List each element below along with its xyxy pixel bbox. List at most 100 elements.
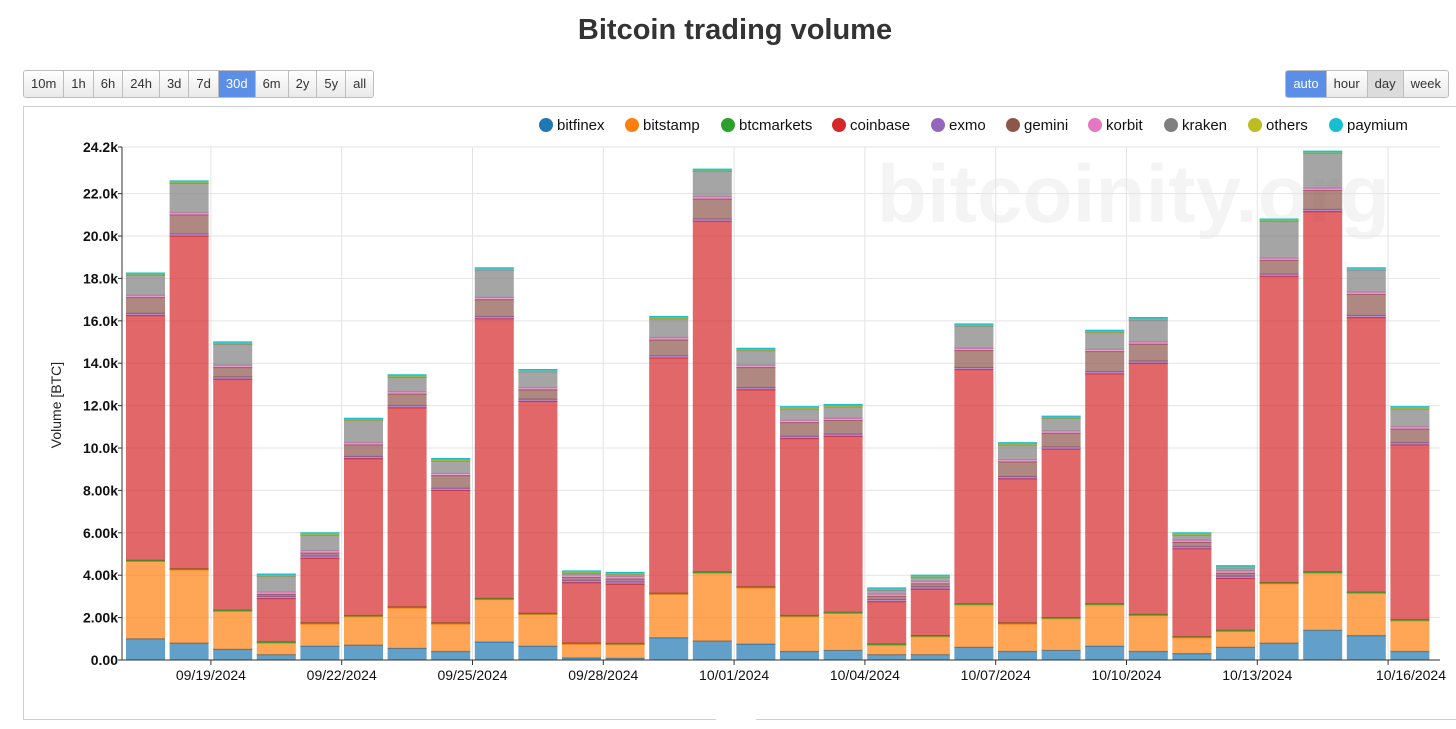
bar-segment-gemini[interactable] — [1390, 428, 1430, 443]
bar-segment-paymium[interactable] — [823, 404, 863, 407]
bar-segment-bitstamp[interactable] — [518, 614, 558, 647]
bar-segment-kraken[interactable] — [213, 344, 253, 366]
bar-segment-bitfinex[interactable] — [649, 637, 689, 660]
bar-segment-korbit[interactable] — [1085, 349, 1125, 352]
bar-segment-gemini[interactable] — [562, 577, 601, 581]
bar-segment-paymium[interactable] — [910, 575, 950, 577]
bar-segment-gemini[interactable] — [1259, 260, 1299, 275]
bar-segment-exmo[interactable] — [910, 586, 950, 589]
bar-segment-korbit[interactable] — [1303, 188, 1343, 191]
bar-segment-gemini[interactable] — [954, 350, 994, 368]
bar-segment-bitfinex[interactable] — [518, 646, 558, 660]
bar-segment-bitstamp[interactable] — [1216, 631, 1255, 648]
bar-segment-bitfinex[interactable] — [344, 645, 383, 660]
bar-segment-bitstamp[interactable] — [910, 636, 950, 655]
bar-segment-korbit[interactable] — [474, 297, 514, 300]
bar-segment-paymium[interactable] — [1128, 317, 1168, 320]
bar-segment-kraken[interactable] — [736, 350, 776, 366]
bar-segment-coinbase[interactable] — [562, 582, 601, 644]
bar-segment-bitfinex[interactable] — [780, 651, 819, 660]
bar-segment-bitfinex[interactable] — [823, 650, 863, 660]
bar-segment-coinbase[interactable] — [344, 458, 383, 616]
bar-segment-coinbase[interactable] — [1128, 363, 1168, 615]
bar-segment-paymium[interactable] — [256, 574, 296, 576]
bar-segment-bitstamp[interactable] — [1128, 615, 1168, 652]
bar-segment-bitstamp[interactable] — [867, 645, 907, 655]
bar-segment-coinbase[interactable] — [387, 407, 427, 608]
bar-segment-bitfinex[interactable] — [562, 657, 601, 660]
bar-segment-paymium[interactable] — [431, 458, 471, 461]
bar-segment-korbit[interactable] — [1390, 426, 1430, 429]
range-10m-button[interactable]: 10m — [24, 71, 65, 97]
bar-segment-gemini[interactable] — [387, 393, 427, 406]
bar-segment-kraken[interactable] — [1085, 332, 1125, 350]
bar-segment-exmo[interactable] — [344, 456, 383, 459]
bar-segment-bitfinex[interactable] — [1128, 651, 1168, 660]
bar-segment-bitstamp[interactable] — [692, 573, 732, 641]
legend-item-kraken[interactable]: kraken — [1164, 117, 1227, 134]
bar-segment-gemini[interactable] — [736, 367, 776, 388]
bar-segment-coinbase[interactable] — [1216, 578, 1255, 631]
bar-segment-bitstamp[interactable] — [126, 561, 165, 639]
bar-segment-kraken[interactable] — [998, 444, 1037, 460]
bar-segment-coinbase[interactable] — [998, 478, 1037, 623]
bar-segment-bitfinex[interactable] — [1346, 635, 1386, 660]
bar-segment-kraken[interactable] — [1216, 567, 1255, 571]
bar-segment-bitstamp[interactable] — [562, 644, 601, 658]
bar-segment-kraken[interactable] — [867, 590, 907, 595]
bar-segment-kraken[interactable] — [1390, 408, 1430, 427]
bar-segment-paymium[interactable] — [649, 316, 689, 319]
bar-segment-paymium[interactable] — [780, 406, 819, 409]
bar-segment-gemini[interactable] — [169, 214, 209, 234]
bar-segment-gemini[interactable] — [649, 339, 689, 356]
bar-segment-korbit[interactable] — [1216, 570, 1255, 574]
bar-segment-bitfinex[interactable] — [1085, 646, 1125, 660]
bar-segment-kraken[interactable] — [518, 371, 558, 388]
range-5y-button[interactable]: 5y — [317, 71, 347, 97]
bar-segment-bitstamp[interactable] — [1259, 583, 1299, 644]
bar-segment-kraken[interactable] — [1128, 319, 1168, 343]
bar-segment-korbit[interactable] — [518, 387, 558, 390]
bar-segment-paymium[interactable] — [954, 324, 994, 326]
bar-segment-bitstamp[interactable] — [605, 644, 645, 659]
bar-segment-paymium[interactable] — [692, 169, 732, 171]
bar-segment-coinbase[interactable] — [256, 598, 296, 642]
legend-item-gemini[interactable]: gemini — [1006, 117, 1068, 134]
bar-segment-exmo[interactable] — [474, 316, 514, 319]
bar-segment-paymium[interactable] — [736, 348, 776, 350]
bar-segment-gemini[interactable] — [998, 461, 1037, 477]
bar-segment-bitstamp[interactable] — [431, 623, 471, 652]
bar-segment-bitfinex[interactable] — [954, 647, 994, 660]
bar-segment-exmo[interactable] — [1303, 209, 1343, 212]
bar-segment-bitstamp[interactable] — [1085, 604, 1125, 647]
bar-segment-bitfinex[interactable] — [474, 641, 514, 660]
bar-segment-gemini[interactable] — [780, 422, 819, 437]
bar-segment-paymium[interactable] — [1346, 267, 1386, 270]
bar-segment-kraken[interactable] — [169, 183, 209, 213]
bar-segment-korbit[interactable] — [213, 365, 253, 368]
bar-segment-bitstamp[interactable] — [780, 616, 819, 652]
bar-segment-bitfinex[interactable] — [910, 654, 950, 660]
bar-segment-paymium[interactable] — [1259, 219, 1299, 221]
bar-segment-korbit[interactable] — [562, 575, 601, 578]
bar-segment-paymium[interactable] — [1303, 151, 1343, 153]
bar-segment-korbit[interactable] — [169, 212, 209, 215]
bar-segment-coinbase[interactable] — [1085, 373, 1125, 604]
bar-segment-gemini[interactable] — [1085, 351, 1125, 372]
bar-segment-gemini[interactable] — [431, 475, 471, 489]
bar-segment-coinbase[interactable] — [1390, 444, 1430, 620]
bar-segment-coinbase[interactable] — [1259, 276, 1299, 583]
bar-segment-gemini[interactable] — [300, 552, 340, 557]
range-2y-button[interactable]: 2y — [288, 71, 318, 97]
bar-segment-bitfinex[interactable] — [692, 640, 732, 660]
bar-segment-exmo[interactable] — [692, 219, 732, 222]
bar-segment-gemini[interactable] — [518, 389, 558, 400]
bar-segment-coinbase[interactable] — [1346, 317, 1386, 593]
bar-segment-bitstamp[interactable] — [474, 599, 514, 642]
bar-segment-coinbase[interactable] — [954, 369, 994, 604]
bar-segment-korbit[interactable] — [300, 550, 340, 553]
bar-segment-coinbase[interactable] — [1172, 548, 1212, 637]
bar-segment-kraken[interactable] — [910, 577, 950, 582]
bar-segment-exmo[interactable] — [1172, 546, 1212, 549]
bar-segment-bitfinex[interactable] — [169, 643, 209, 660]
